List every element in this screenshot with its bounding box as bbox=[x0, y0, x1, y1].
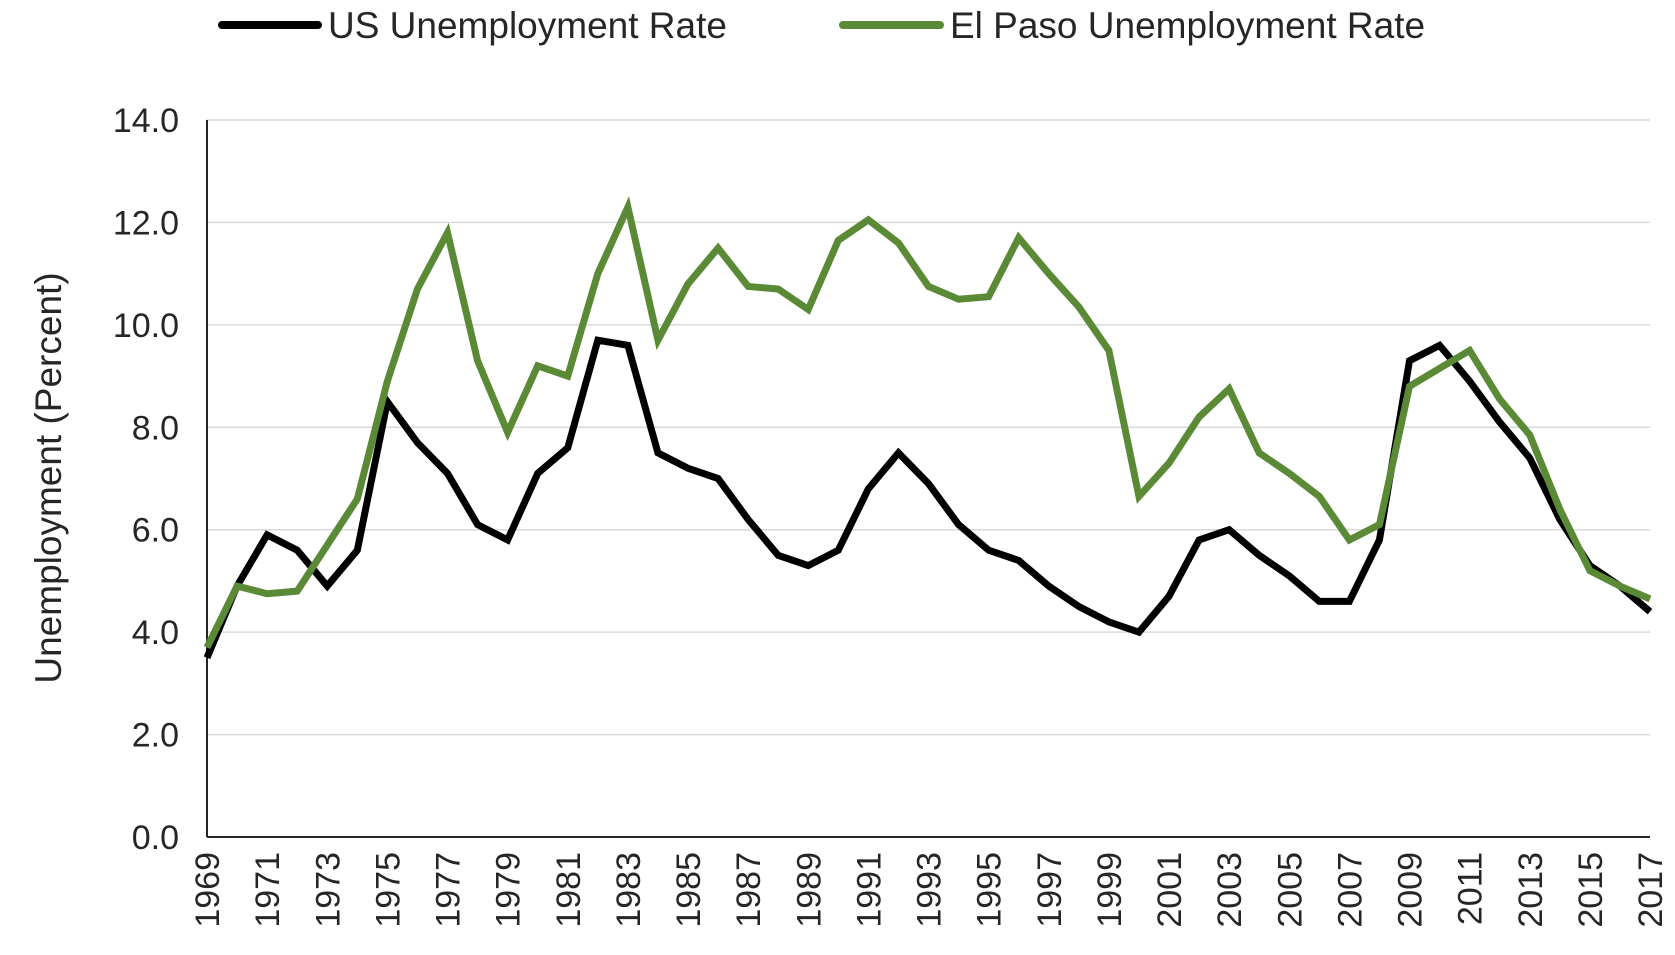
x-tick-label: 2015 bbox=[1572, 852, 1610, 928]
x-tick-label: 2009 bbox=[1392, 852, 1430, 928]
series-line-us bbox=[203, 336, 1653, 660]
x-tick-label: 1995 bbox=[971, 852, 1009, 928]
legend: US Unemployment Rate El Paso Unemployment… bbox=[218, 5, 1425, 46]
y-axis-title: Unemployment (Percent) bbox=[28, 272, 69, 683]
series-layer bbox=[203, 196, 1653, 660]
x-tick-label: 2001 bbox=[1151, 852, 1189, 928]
x-tick-label: 2007 bbox=[1331, 852, 1369, 928]
x-tick-label: 1987 bbox=[730, 852, 768, 928]
gridlines bbox=[207, 119, 1650, 736]
x-tick-label: 1977 bbox=[430, 852, 468, 928]
y-tick-label: 4.0 bbox=[132, 614, 179, 652]
legend-label: US Unemployment Rate bbox=[328, 5, 727, 46]
y-tick-label: 2.0 bbox=[132, 717, 179, 755]
x-tick-label: 2013 bbox=[1512, 852, 1550, 928]
x-tick-label: 1973 bbox=[309, 852, 347, 928]
x-tick-label: 1971 bbox=[249, 852, 287, 928]
x-tick-label: 2011 bbox=[1452, 852, 1490, 925]
x-tick-label: 2003 bbox=[1211, 852, 1249, 928]
x-tick-label: 1975 bbox=[369, 852, 407, 928]
x-tick-label: 1985 bbox=[670, 852, 708, 928]
x-tick-label: 1981 bbox=[550, 852, 588, 928]
x-tick-label: 1969 bbox=[189, 852, 227, 928]
x-tick-label: 1989 bbox=[790, 852, 828, 928]
y-tick-label: 10.0 bbox=[113, 307, 179, 345]
x-axis-tick-labels: 1969 1971 1973 1975 1977 1979 1981 1983 1985 1987… bbox=[189, 852, 1670, 928]
x-tick-label: 2017 bbox=[1632, 852, 1670, 928]
y-axis-tick-labels: 0.0 2.0 4.0 6.0 8.0 10.0 12.0 14.0 bbox=[113, 102, 179, 857]
series-line-el-paso bbox=[203, 196, 1652, 650]
x-tick-label: 1997 bbox=[1031, 852, 1069, 928]
y-tick-label: 6.0 bbox=[132, 512, 179, 550]
x-tick-label: 2005 bbox=[1271, 852, 1309, 928]
x-tick-label: 1979 bbox=[490, 852, 528, 928]
y-tick-label: 8.0 bbox=[132, 409, 179, 447]
y-tick-label: 12.0 bbox=[113, 204, 179, 242]
legend-label: El Paso Unemployment Rate bbox=[950, 5, 1425, 46]
y-tick-label: 14.0 bbox=[113, 102, 179, 140]
x-tick-label: 1993 bbox=[911, 852, 949, 928]
axes bbox=[206, 120, 1650, 838]
x-tick-label: 1999 bbox=[1091, 852, 1129, 928]
x-tick-label: 1991 bbox=[850, 852, 888, 928]
y-tick-label: 0.0 bbox=[132, 819, 179, 857]
x-tick-label: 1983 bbox=[610, 852, 648, 928]
